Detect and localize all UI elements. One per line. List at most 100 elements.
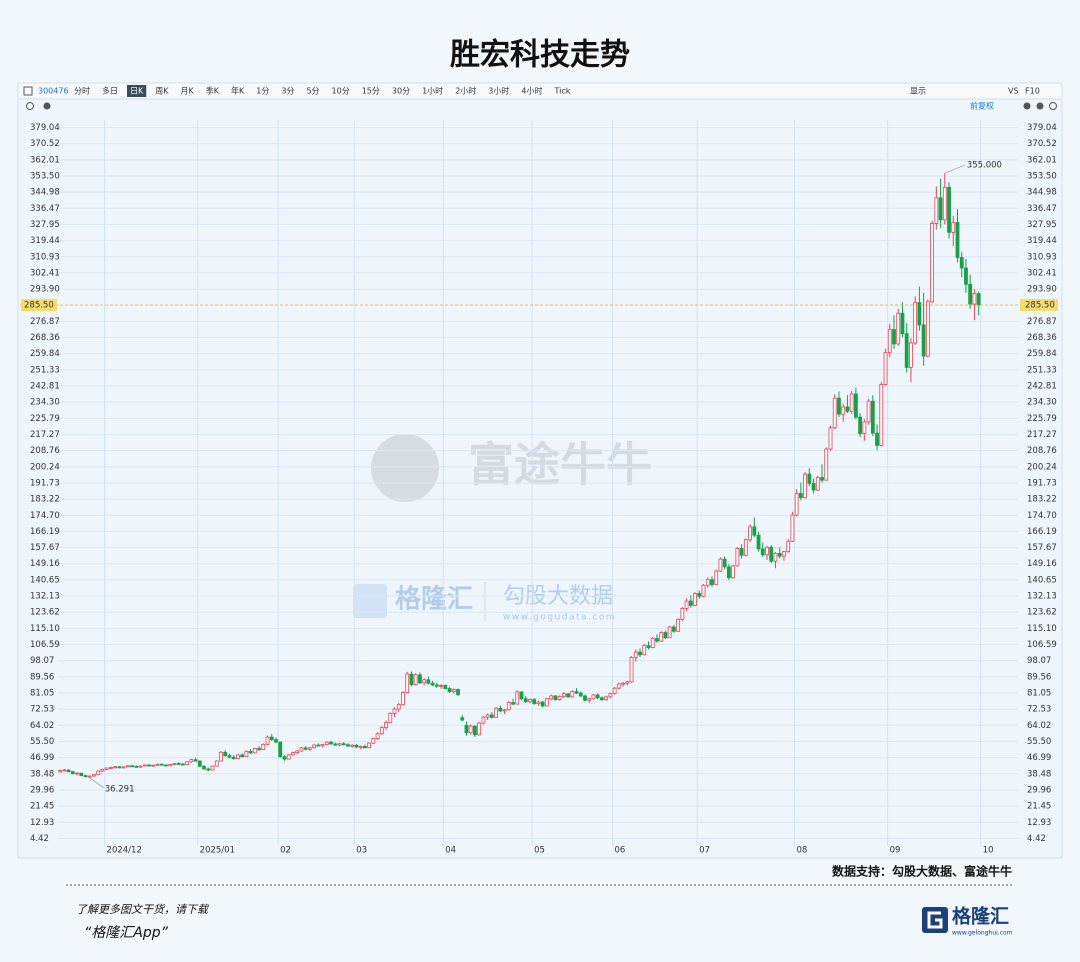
period-tab[interactable]: 1小时 bbox=[422, 86, 443, 96]
y-tick-label-right: 4.42 bbox=[1027, 834, 1046, 844]
x-tick-label: 06 bbox=[615, 846, 626, 856]
watermark-text: 格隆汇 bbox=[395, 584, 473, 615]
candle-body bbox=[574, 691, 579, 694]
period-tab[interactable]: 15分 bbox=[362, 87, 380, 96]
candle-body bbox=[900, 312, 905, 335]
candle-body bbox=[180, 763, 185, 766]
last-price-label-right: 285.50 bbox=[1025, 301, 1055, 311]
period-tab[interactable]: 3小时 bbox=[488, 86, 509, 96]
settings-icon[interactable] bbox=[26, 102, 34, 110]
toolbar-option[interactable]: 显示 bbox=[910, 87, 926, 96]
logo-glyph bbox=[927, 911, 943, 929]
candle-body bbox=[341, 743, 346, 746]
period-tab[interactable]: 4小时 bbox=[521, 86, 542, 96]
y-tick-label-right: 72.53 bbox=[1027, 705, 1051, 715]
candle-body bbox=[362, 746, 367, 749]
y-tick-label: 174.70 bbox=[30, 511, 60, 521]
period-tab[interactable]: 3分 bbox=[281, 87, 294, 96]
candle-body bbox=[109, 767, 113, 769]
period-tab[interactable]: 30分 bbox=[392, 87, 410, 96]
candle-body bbox=[870, 400, 875, 434]
y-tick-label: 21.45 bbox=[30, 802, 54, 812]
candle-body bbox=[75, 772, 79, 775]
candle-body bbox=[955, 222, 960, 258]
candle-body bbox=[959, 256, 964, 269]
y-tick-label: 46.99 bbox=[30, 753, 54, 763]
candle-body bbox=[549, 695, 554, 700]
candle-body bbox=[913, 302, 918, 344]
candle-body bbox=[358, 746, 363, 748]
add-icon[interactable] bbox=[43, 102, 51, 110]
candle-body bbox=[904, 333, 909, 368]
candle-body bbox=[231, 756, 236, 759]
sidebar-icon[interactable] bbox=[23, 86, 33, 96]
candle-body bbox=[252, 748, 257, 754]
x-tick-label: 07 bbox=[699, 846, 710, 856]
candle-body bbox=[494, 707, 499, 718]
y-tick-label-right: 217.27 bbox=[1027, 430, 1057, 440]
candle-body bbox=[612, 687, 617, 694]
period-tab[interactable]: 年K bbox=[231, 86, 245, 96]
candle-body bbox=[621, 682, 625, 685]
y-tick-label-right: 259.84 bbox=[1027, 349, 1057, 359]
minus-icon[interactable] bbox=[1036, 102, 1044, 110]
candle-body bbox=[650, 638, 655, 648]
candle-body bbox=[964, 267, 968, 285]
candle-body bbox=[553, 695, 558, 700]
period-tab[interactable]: 1分 bbox=[256, 87, 269, 96]
candle-body bbox=[371, 738, 376, 744]
zoom-out-icon[interactable] bbox=[1023, 102, 1031, 110]
candle-body bbox=[481, 716, 486, 724]
last-price-box-right bbox=[1020, 299, 1058, 312]
y-tick-label-right: 362.01 bbox=[1027, 155, 1057, 165]
candle-body bbox=[418, 674, 422, 684]
candle-body bbox=[798, 493, 803, 499]
candle-body bbox=[172, 763, 177, 765]
candle-body bbox=[307, 747, 312, 750]
toolbar-option[interactable]: F10 bbox=[1025, 87, 1040, 96]
candle-body bbox=[206, 768, 211, 771]
candle-body bbox=[536, 701, 541, 704]
toolbar-option[interactable]: VS bbox=[1008, 87, 1019, 96]
candle-body bbox=[219, 751, 223, 762]
adjust-option[interactable]: 前复权 bbox=[970, 101, 994, 111]
period-tab[interactable]: Tick bbox=[553, 87, 570, 96]
period-tab[interactable]: 5分 bbox=[306, 87, 319, 96]
period-tab[interactable]: 10分 bbox=[332, 87, 350, 96]
candle-body bbox=[561, 693, 566, 697]
candle-body bbox=[197, 760, 202, 767]
promo-app: “格隆汇App” bbox=[84, 925, 169, 941]
period-tab[interactable]: 周K bbox=[155, 87, 169, 96]
period-tab[interactable]: 日K bbox=[130, 87, 144, 96]
candle-body bbox=[130, 765, 134, 768]
candle-body bbox=[193, 759, 198, 762]
period-tab[interactable]: 月K bbox=[181, 87, 195, 96]
period-tab[interactable]: 分时 bbox=[74, 86, 90, 96]
y-tick-label: 276.87 bbox=[30, 317, 60, 327]
candle-body bbox=[671, 626, 676, 632]
candle-body bbox=[578, 692, 583, 697]
candle-body bbox=[638, 651, 642, 656]
y-tick-label-right: 353.50 bbox=[1027, 171, 1057, 181]
candle-body bbox=[413, 674, 418, 685]
y-tick-label: 72.53 bbox=[30, 705, 54, 715]
candle-body bbox=[282, 756, 287, 760]
zoom-in-icon[interactable] bbox=[1049, 102, 1057, 110]
period-tab[interactable]: 多日 bbox=[102, 86, 118, 96]
y-tick-label: 353.50 bbox=[30, 171, 60, 181]
period-tab[interactable]: 2小时 bbox=[455, 86, 476, 96]
y-tick-label: 234.30 bbox=[30, 398, 60, 408]
candle-body bbox=[951, 222, 956, 233]
brand: 格隆汇 bbox=[952, 905, 1009, 928]
y-tick-label: 319.44 bbox=[30, 236, 60, 246]
candle-body bbox=[117, 766, 122, 769]
candle-body bbox=[853, 393, 858, 418]
candle-body bbox=[820, 477, 824, 481]
candle-body bbox=[921, 324, 926, 357]
candle-body bbox=[646, 645, 651, 648]
candle-body bbox=[616, 683, 621, 689]
candle-body bbox=[261, 743, 266, 751]
period-tab[interactable]: 季K bbox=[206, 86, 220, 96]
y-tick-label-right: 310.93 bbox=[1027, 252, 1057, 262]
